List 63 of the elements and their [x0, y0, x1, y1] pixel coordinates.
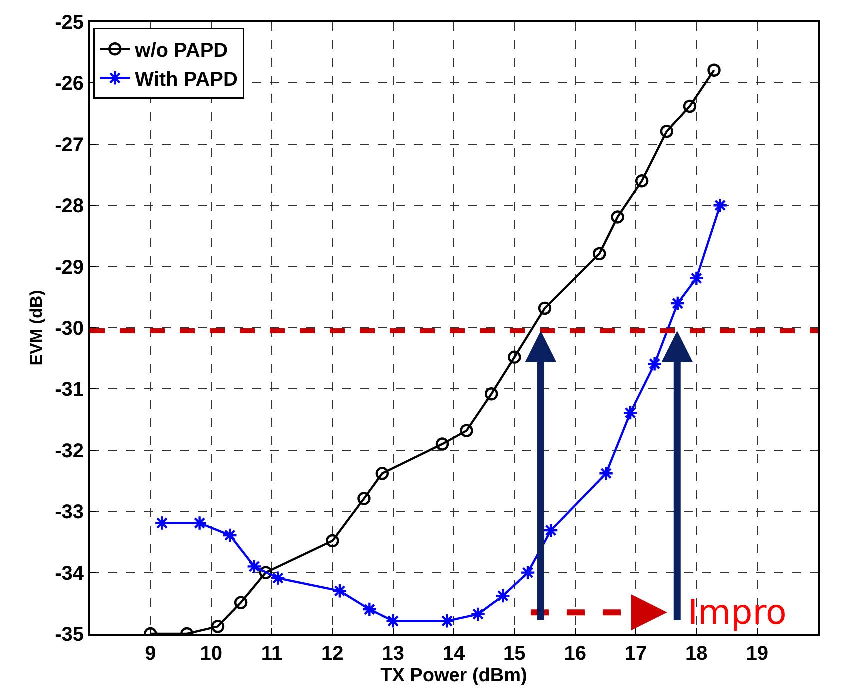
- x-tick-label: 9: [145, 643, 156, 665]
- x-tick-label: 16: [564, 643, 586, 665]
- point: [611, 210, 624, 224]
- point: [154, 516, 170, 531]
- point: [593, 247, 606, 261]
- point: [670, 296, 686, 312]
- point: [485, 388, 498, 401]
- y-tick-label: -32: [55, 440, 84, 462]
- point: [712, 198, 728, 214]
- y-tick-label: -33: [55, 502, 84, 524]
- point: [270, 570, 286, 586]
- y-tick-label: -35: [55, 624, 84, 646]
- point: [708, 64, 721, 77]
- x-axis-title: TX Power (dBm): [380, 665, 528, 686]
- point: [647, 356, 663, 372]
- point: [683, 100, 697, 114]
- y-tick-label: -26: [55, 73, 84, 96]
- point: [192, 516, 208, 531]
- y-axis-title: EVM (dB): [27, 290, 46, 366]
- point: [436, 438, 450, 451]
- point: [211, 620, 225, 634]
- x-tick-label: 13: [382, 643, 404, 665]
- x-tick-label: 10: [200, 643, 222, 665]
- point: [520, 565, 536, 580]
- annotation: Impro: [688, 593, 787, 633]
- y-tick-label: -30: [55, 318, 84, 340]
- point: [508, 350, 522, 364]
- point: [440, 613, 456, 629]
- x-tick-label: 15: [504, 643, 526, 665]
- point: [538, 302, 552, 316]
- point: [470, 606, 486, 622]
- legend-label: With PAPD: [135, 68, 238, 91]
- point: [358, 492, 371, 506]
- point: [622, 405, 638, 421]
- point: [598, 466, 614, 482]
- y-tick-label: -25: [55, 12, 84, 34]
- point: [326, 534, 340, 548]
- x-tick-label: 19: [746, 643, 768, 665]
- x-tick-label: 14: [442, 643, 466, 665]
- point: [332, 583, 348, 599]
- y-tick-label: -28: [55, 196, 84, 218]
- point: [246, 558, 262, 574]
- point: [495, 588, 511, 604]
- point: [222, 528, 238, 544]
- x-tick-label: 12: [322, 643, 344, 665]
- point: [688, 270, 704, 286]
- y-tick-label: -34: [55, 562, 85, 585]
- point: [660, 124, 674, 138]
- x-tick-label: 11: [261, 643, 283, 665]
- point: [386, 613, 402, 629]
- point: [362, 602, 378, 618]
- y-tick-label: -31: [55, 379, 84, 402]
- point: [259, 566, 273, 580]
- point: [543, 522, 559, 538]
- point: [234, 596, 248, 610]
- y-tick-label: -27: [55, 134, 84, 156]
- point: [376, 467, 390, 480]
- point: [635, 174, 649, 188]
- y-tick-label: -29: [55, 256, 84, 279]
- point: [460, 424, 474, 438]
- legend-label: w/o PAPD: [134, 40, 228, 62]
- x-tick-label: 18: [686, 643, 708, 665]
- x-tick-label: 17: [624, 643, 648, 665]
